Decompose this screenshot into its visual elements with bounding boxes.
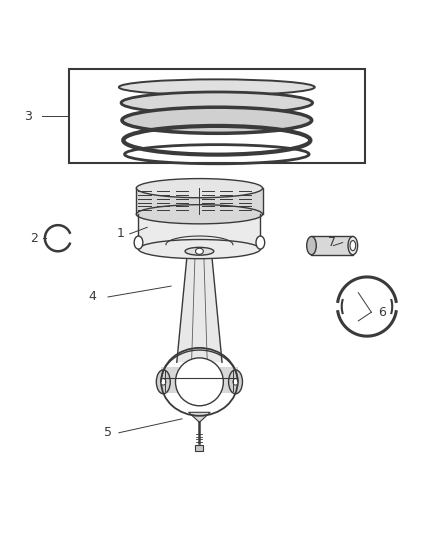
Polygon shape [138,214,260,249]
Bar [69,69,365,163]
Polygon shape [136,188,262,214]
Ellipse shape [121,92,313,114]
Ellipse shape [136,179,262,198]
Text: 1: 1 [117,228,125,240]
Text: 6: 6 [378,306,386,319]
Text: 3: 3 [25,110,32,123]
Polygon shape [177,254,222,362]
Text: 7: 7 [328,236,336,249]
Ellipse shape [256,236,265,249]
Ellipse shape [134,236,143,249]
Ellipse shape [156,370,170,394]
Ellipse shape [233,378,238,385]
Ellipse shape [138,239,260,259]
Text: 4: 4 [89,290,97,303]
Ellipse shape [185,247,214,255]
Ellipse shape [136,205,262,224]
Ellipse shape [195,248,203,254]
Ellipse shape [350,240,356,251]
Bar [195,445,203,450]
Ellipse shape [229,370,243,394]
Polygon shape [188,413,210,422]
Polygon shape [161,367,238,393]
Text: 2: 2 [30,232,38,245]
Bar [311,237,353,255]
Text: 5: 5 [104,426,112,439]
Ellipse shape [176,358,223,406]
Ellipse shape [122,107,312,133]
Ellipse shape [161,378,166,385]
Ellipse shape [348,237,357,255]
Ellipse shape [119,79,315,95]
Ellipse shape [307,237,316,255]
